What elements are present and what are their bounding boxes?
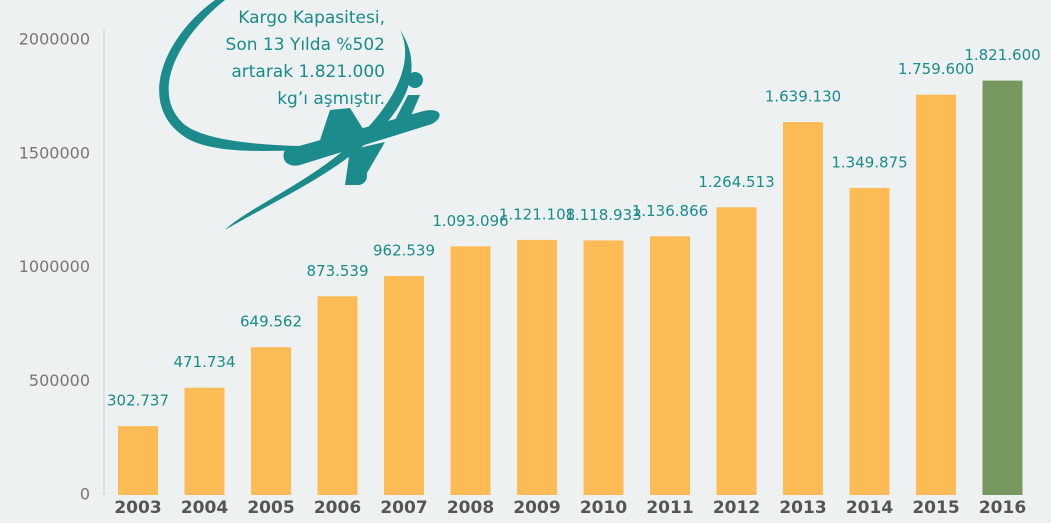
engine xyxy=(407,72,423,88)
x-tick-label: 2006 xyxy=(314,498,361,518)
bar xyxy=(849,187,890,495)
bar xyxy=(716,207,757,495)
x-tick-label: 2005 xyxy=(247,498,294,518)
bar xyxy=(982,80,1023,495)
x-tick-label: 2003 xyxy=(114,498,161,518)
x-tick-label: 2004 xyxy=(181,498,228,518)
engine xyxy=(349,167,367,185)
x-tick-label: 2007 xyxy=(380,498,427,518)
x-tick-label: 2015 xyxy=(912,498,959,518)
value-label: 1.639.130 xyxy=(765,88,841,106)
annotation: kg’ı aşmıştır. xyxy=(277,89,385,109)
x-tick-label: 2008 xyxy=(447,498,494,518)
plane-body xyxy=(283,110,440,166)
value-label: 1.093.096 xyxy=(432,212,508,230)
value-label: 1.136.866 xyxy=(632,202,708,220)
bar xyxy=(783,122,823,495)
value-label: 873.539 xyxy=(306,262,368,280)
bar xyxy=(251,347,291,495)
annotation: Son 13 Yılda %502 xyxy=(226,35,385,55)
x-tick-label: 2014 xyxy=(846,498,893,518)
bar xyxy=(317,296,358,495)
value-label: 471.734 xyxy=(173,353,235,371)
bar xyxy=(450,246,491,495)
plane-tail xyxy=(395,95,420,120)
bar xyxy=(916,94,956,495)
y-tick-label: 0 xyxy=(80,485,90,504)
annotation: artarak 1.821.000 xyxy=(231,62,385,82)
y-tick-label: 1000000 xyxy=(19,257,90,276)
value-label: 1.264.513 xyxy=(698,173,774,191)
value-label: 302.737 xyxy=(107,392,169,410)
value-label: 1.821.600 xyxy=(964,46,1040,64)
plane-wing xyxy=(320,108,365,140)
value-label: 649.562 xyxy=(240,313,302,331)
bar xyxy=(583,240,624,495)
value-label: 1.759.600 xyxy=(898,60,974,78)
annotation: Kargo Kapasitesi, xyxy=(238,8,385,28)
x-tick-label: 2013 xyxy=(779,498,826,518)
x-tick-label: 2016 xyxy=(979,498,1026,518)
bar xyxy=(384,276,424,495)
x-tick-label: 2010 xyxy=(580,498,627,518)
value-label: 1.118.933 xyxy=(565,206,641,224)
bar xyxy=(118,426,158,495)
bar xyxy=(650,236,690,496)
x-tick-label: 2012 xyxy=(713,498,760,518)
x-tick-label: 2011 xyxy=(646,498,693,518)
bar xyxy=(184,387,225,495)
bar xyxy=(517,239,557,495)
y-tick-label: 2000000 xyxy=(19,30,90,49)
y-tick-label: 1500000 xyxy=(19,143,90,162)
plane-illustration xyxy=(159,0,440,230)
y-tick-label: 500000 xyxy=(29,371,90,390)
value-label: 962.539 xyxy=(373,242,435,260)
x-tick-label: 2009 xyxy=(513,498,560,518)
value-label: 1.349.875 xyxy=(831,153,907,171)
value-label: 1.121.108 xyxy=(499,205,575,223)
